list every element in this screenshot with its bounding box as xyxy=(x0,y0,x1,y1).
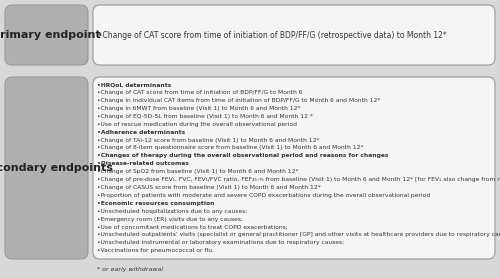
Text: •Vaccinations for pneumococcal or flu.: •Vaccinations for pneumococcal or flu. xyxy=(97,248,214,253)
Text: •HRQoL determinants: •HRQoL determinants xyxy=(97,82,171,87)
FancyBboxPatch shape xyxy=(5,5,88,65)
Text: •Unscheduled outpatients’ visits (specialist or general practitioner [GP] and ot: •Unscheduled outpatients’ visits (specia… xyxy=(97,232,500,237)
Text: Secondary endpoints: Secondary endpoints xyxy=(0,163,112,173)
Text: •Changes of therapy during the overall observational period and reasons for chan: •Changes of therapy during the overall o… xyxy=(97,153,388,158)
FancyBboxPatch shape xyxy=(5,77,88,259)
Text: * or early withdrawal: * or early withdrawal xyxy=(97,267,163,272)
Text: •Change of EQ-5D-5L from baseline (Visit 1) to Month 6 and Month 12 *: •Change of EQ-5D-5L from baseline (Visit… xyxy=(97,114,313,119)
Text: •Change in individual CAT items from time of initiation of BDP/FF/G to Month 6 a: •Change in individual CAT items from tim… xyxy=(97,98,380,103)
Text: •Proportion of patients with moderate and severe COPD exacerbations during the o: •Proportion of patients with moderate an… xyxy=(97,193,430,198)
Text: •Emergency room (ER) visits due to any causes;: •Emergency room (ER) visits due to any c… xyxy=(97,217,243,222)
Text: •Change in 6MWT from baseline (Visit 1) to Month 6 and Month 12*: •Change in 6MWT from baseline (Visit 1) … xyxy=(97,106,300,111)
Text: •Change of CAT score from time of initiation of BDP/FF/G (retrospective data) to: •Change of CAT score from time of initia… xyxy=(98,31,447,39)
Text: •Change of CAT score from time of initiation of BDP/FF/G to Month 6: •Change of CAT score from time of initia… xyxy=(97,90,302,95)
Text: •Disease-related outcomes: •Disease-related outcomes xyxy=(97,161,189,166)
Text: •Use of rescue medication during the overall observational period: •Use of rescue medication during the ove… xyxy=(97,122,297,127)
Text: •Unscheduled instrumental or laboratory examinations due to respiratory causes;: •Unscheduled instrumental or laboratory … xyxy=(97,240,344,245)
Text: Primary endpoint: Primary endpoint xyxy=(0,30,101,40)
Text: •Change of pre-dose FEV₁, FVC, FEV₁/FVC ratio, FEF₂₅-₇₅ from baseline (Visit 1) : •Change of pre-dose FEV₁, FVC, FEV₁/FVC … xyxy=(97,177,500,182)
Text: •Change of SpO2 from baseline (Visit 1) to Month 6 and Month 12*: •Change of SpO2 from baseline (Visit 1) … xyxy=(97,169,298,174)
Text: •Change of TAI-12 score from baseline (Visit 1) to Month 6 and Month 12*: •Change of TAI-12 score from baseline (V… xyxy=(97,138,320,143)
Text: •Use of concomitant medications to treat COPD exacerbations;: •Use of concomitant medications to treat… xyxy=(97,225,288,230)
Text: •Unscheduled hospitalizations due to any causes;: •Unscheduled hospitalizations due to any… xyxy=(97,209,247,214)
FancyBboxPatch shape xyxy=(93,5,495,65)
Text: •Change of CASUS score from baseline (Visit 1) to Month 6 and Month 12*: •Change of CASUS score from baseline (Vi… xyxy=(97,185,321,190)
Text: •Economic resources consumption: •Economic resources consumption xyxy=(97,201,214,206)
Text: •Change of 8-item questionnaire score from baseline (Visit 1) to Month 6 and Mon: •Change of 8-item questionnaire score fr… xyxy=(97,145,363,150)
Text: •Adherence determinants: •Adherence determinants xyxy=(97,130,185,135)
FancyBboxPatch shape xyxy=(93,77,495,259)
